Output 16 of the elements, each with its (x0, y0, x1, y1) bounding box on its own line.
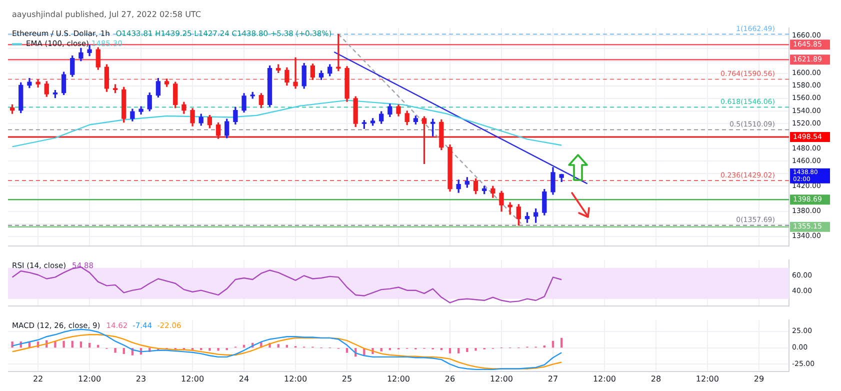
x-tick-label: 27 (548, 374, 558, 384)
x-tick-label: 26 (444, 374, 456, 384)
x-tick-label: 12:00 (386, 374, 410, 384)
text: aayushjindal published, Jul 27, 2022 02:58 UTC (11, 9, 202, 21)
x-tick-label: 12:00 (284, 374, 308, 384)
x-tick-label: 22 (32, 374, 44, 384)
x-tick-label: 12:00 (78, 374, 102, 384)
x-tick-label: 12:00 (490, 374, 514, 384)
x-tick-label: 24 (238, 374, 250, 384)
x-tick-label: 25 (342, 374, 352, 384)
x-tick-label: 29 (754, 374, 764, 384)
x-tick-label: 12:00 (592, 374, 616, 384)
x-tick-label: 28 (650, 374, 662, 384)
x-tick-label: 12:00 (696, 374, 719, 384)
x-tick-label: 23 (136, 374, 146, 384)
x-tick-label: 12:00 (180, 374, 204, 384)
